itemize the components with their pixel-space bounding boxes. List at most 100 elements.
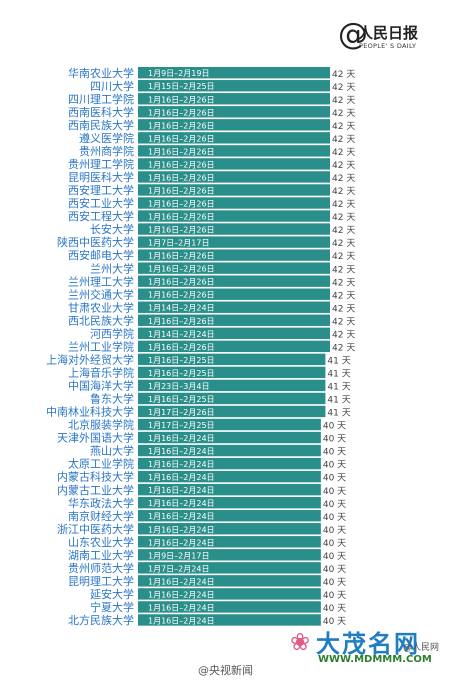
value-label: 41 天 xyxy=(327,396,350,406)
bar xyxy=(138,93,330,105)
date-range-label: 1月16日–2月24日 xyxy=(148,486,215,495)
category-label: 北京服装学院 xyxy=(68,418,134,432)
date-range-label: 1月23日–3月4日 xyxy=(148,382,209,391)
value-label: 40 天 xyxy=(323,539,346,549)
date-range-label: 1月16日–2月26日 xyxy=(148,147,215,156)
bar xyxy=(138,301,330,313)
category-label: 昆明理工大学 xyxy=(68,574,134,588)
value-label: 42 天 xyxy=(332,135,355,145)
bar xyxy=(138,158,330,170)
bar xyxy=(138,249,330,261)
date-range-label: 1月14日–2月24日 xyxy=(148,304,215,313)
bar xyxy=(138,496,321,509)
category-label: 上海对外经贸大学 xyxy=(46,352,134,366)
bar xyxy=(138,614,321,626)
date-range-label: 1月16日–2月24日 xyxy=(148,538,215,547)
date-range-label: 1月16日–2月26日 xyxy=(148,226,215,235)
value-label: 40 天 xyxy=(323,591,346,601)
bar xyxy=(138,145,330,157)
value-label: 40 天 xyxy=(323,513,346,523)
value-label: 42 天 xyxy=(332,96,355,106)
date-range-label: 1月16日–2月24日 xyxy=(148,577,215,586)
value-label: 41 天 xyxy=(327,369,350,379)
date-range-label: 1月16日–2月25日 xyxy=(148,395,215,404)
date-range-label: 1月17日–2月25日 xyxy=(148,421,215,430)
date-range-label: 1月16日–2月24日 xyxy=(148,473,215,482)
value-label: 42 天 xyxy=(332,252,355,262)
date-range-label: 1月16日–2月24日 xyxy=(148,590,215,599)
category-label: 兰州理工大学 xyxy=(68,274,134,288)
value-label: 41 天 xyxy=(327,356,350,366)
category-label: 贵州师范大学 xyxy=(68,561,134,575)
value-label: 42 天 xyxy=(332,83,355,93)
date-range-label: 1月9日–2月19日 xyxy=(148,69,209,78)
bar xyxy=(138,457,321,470)
date-range-label: 1月16日–2月26日 xyxy=(148,343,215,352)
bar xyxy=(138,210,330,222)
bar xyxy=(138,67,330,79)
date-range-label: 1月14日–2月24日 xyxy=(148,330,215,339)
bar xyxy=(138,601,321,613)
bar xyxy=(138,431,321,444)
site-watermark-name: 大茂名网 xyxy=(316,630,420,658)
date-range-label: 1月16日–2月26日 xyxy=(148,317,215,326)
category-label: 鲁东大学 xyxy=(90,392,134,406)
category-label: 华东政法大学 xyxy=(68,496,134,510)
value-label: 42 天 xyxy=(332,265,355,275)
category-label: 上海音乐学院 xyxy=(68,365,134,379)
category-label: 河西学院 xyxy=(90,326,134,340)
category-label: 西安工程大学 xyxy=(68,209,134,223)
value-label: 42 天 xyxy=(332,187,355,197)
bar xyxy=(138,288,330,300)
bar xyxy=(138,523,321,535)
bar xyxy=(138,262,330,274)
value-label: 42 天 xyxy=(332,239,355,249)
value-label: 40 天 xyxy=(323,617,346,627)
value-label: 42 天 xyxy=(332,122,355,132)
category-label: 浙江中医药大学 xyxy=(57,522,134,536)
category-label: 遵义医学院 xyxy=(79,131,134,145)
date-range-label: 1月16日–2月24日 xyxy=(148,512,215,521)
date-range-label: 1月16日–2月24日 xyxy=(148,603,215,612)
bar xyxy=(138,236,330,248)
category-label: 昆明医科大学 xyxy=(68,170,134,184)
category-label: 华南农业大学 xyxy=(68,66,134,80)
date-range-label: 1月16日–2月26日 xyxy=(148,278,215,287)
category-label: 西安工业大学 xyxy=(68,196,134,210)
value-label: 40 天 xyxy=(323,526,346,536)
date-range-label: 1月16日–2月24日 xyxy=(148,447,215,456)
value-label: 42 天 xyxy=(332,317,355,327)
logo-chinese-name: 人民日报 xyxy=(358,24,419,42)
date-range-label: 1月16日–2月26日 xyxy=(148,265,215,274)
category-label: 贵州理工学院 xyxy=(68,157,134,171)
bar xyxy=(138,340,330,353)
user-watermark: @人民网 xyxy=(403,643,440,653)
date-range-label: 1月9日–2月17日 xyxy=(148,551,209,560)
bar xyxy=(138,119,330,131)
category-label: 兰州大学 xyxy=(90,261,134,275)
category-label: 西北民族大学 xyxy=(68,313,134,327)
peoples-daily-logo: @ 人民日报 PEOPLE' S DAILY xyxy=(338,17,446,54)
category-label: 甘肃农业大学 xyxy=(68,300,134,314)
bar xyxy=(138,223,330,235)
bar xyxy=(138,536,321,548)
value-label: 40 天 xyxy=(323,435,346,445)
value-label: 40 天 xyxy=(323,487,346,497)
value-label: 42 天 xyxy=(332,291,355,301)
value-label: 42 天 xyxy=(332,109,355,119)
date-range-label: 1月16日–2月26日 xyxy=(148,173,215,182)
value-label: 42 天 xyxy=(332,174,355,184)
category-label: 兰州工业学院 xyxy=(68,339,134,353)
date-range-label: 1月7日–2月17日 xyxy=(148,239,209,248)
bar xyxy=(138,392,326,405)
date-range-label: 1月16日–2月25日 xyxy=(148,369,215,378)
value-label: 40 天 xyxy=(323,578,346,588)
category-label: 湖南工业大学 xyxy=(68,548,134,562)
bar xyxy=(138,80,330,92)
bar xyxy=(138,562,321,574)
category-label: 天津外国语大学 xyxy=(57,431,134,445)
bar xyxy=(138,197,330,209)
bar xyxy=(138,588,321,600)
date-range-label: 1月16日–2月26日 xyxy=(148,213,215,222)
date-range-label: 1月16日–2月24日 xyxy=(148,616,215,625)
